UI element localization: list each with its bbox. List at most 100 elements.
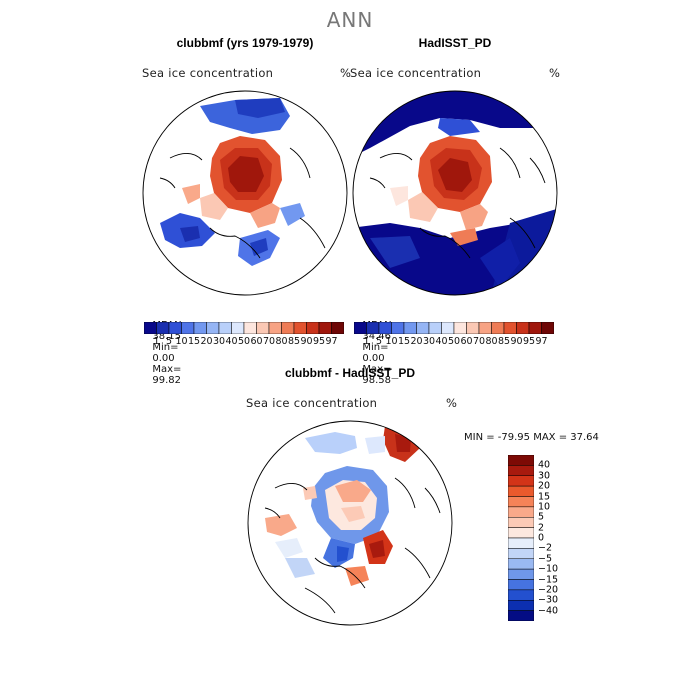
panel-1-colorbar: [144, 322, 344, 334]
panel-1-colorbar-swatch: [206, 322, 220, 334]
panel-2-colorbar-tick: 30: [422, 336, 436, 347]
panel-3-colorbar-swatch: [508, 527, 534, 539]
panel-3-colorbar: [508, 455, 534, 621]
panel-1-colorbar-swatch: [218, 322, 232, 334]
panel-2-colorbar-swatch: [541, 322, 554, 334]
panel-3-colorbar-swatch: [508, 558, 534, 570]
panel-3-colorbar-swatch: [508, 475, 534, 487]
panel-2-colorbar-tick: 15: [397, 336, 411, 347]
panel-2-colorbar-swatch: [453, 322, 467, 334]
panel-2-colorbar-swatch: [528, 322, 542, 334]
panel-2-colorbar-tick: 97: [535, 336, 548, 347]
panel-2-colorbar-tick: 10: [385, 336, 398, 347]
panel-1-colorbar-swatch: [306, 322, 320, 334]
panel-1-mean-value: 38.15: [152, 331, 181, 342]
panel-3-colorbar-swatch: [508, 548, 534, 559]
panel-2-colorbar-ticks: 1 5 10 15 20 30 40 50 60 70 80 85 90 95 97: [354, 336, 554, 350]
panel-1-variable-label: Sea ice concentration: [142, 66, 274, 80]
panel-2-variable-label: Sea ice concentration: [350, 66, 482, 80]
panel-1-colorbar-swatch: [331, 322, 344, 334]
panel-2-colorbar-tick: 60: [460, 336, 473, 347]
panel-3-range-label: MIN = -79.95 MAX = 37.64: [464, 432, 599, 443]
panel-3-colorbar-swatch: [508, 600, 534, 611]
panel-1-colorbar-tick: 20: [200, 336, 213, 347]
panel-3-colorbar-tick: 2: [538, 522, 545, 534]
panel-1-colorbar-tick: 10: [175, 336, 188, 347]
panel-3-colorbar-swatch: [508, 455, 534, 466]
panel-1-colorbar-swatch: [144, 322, 157, 334]
panel-1-colorbar-tick: 90: [300, 336, 313, 347]
panel-1-colorbar-swatch: [293, 322, 307, 334]
panel-2-min-label: Min=: [362, 342, 389, 353]
panel-3-colorbar-tick: 10: [538, 501, 551, 513]
panel-1-max-value: 99.82: [152, 375, 181, 386]
panel-1-colorbar-tick: 30: [212, 336, 226, 347]
panel-2-colorbar-swatch: [478, 322, 492, 334]
panel-3-colorbar-swatch: [508, 465, 534, 476]
panel-2-colorbar-swatch: [366, 322, 380, 334]
panel-3-colorbar-tick: −2: [538, 542, 553, 554]
panel-2-colorbar-swatch: [441, 322, 455, 334]
panel-2-min-value: 0.00: [362, 353, 385, 364]
panel-3-colorbar-tick: −40: [538, 605, 559, 617]
panel-3-colorbar-tick: 40: [538, 459, 551, 471]
panel-3-colorbar-tick: 5: [538, 511, 545, 523]
panel-3-colorbar-swatch: [508, 485, 534, 497]
panel-1-colorbar-swatch: [181, 322, 195, 334]
panel-1-max-label: Max=: [152, 364, 182, 375]
panel-1-colorbar-ticks: 1 5 10 15 20 30 40 50 60 70 80 85 90 95 97: [144, 336, 344, 350]
panel-1-min-label: Min=: [152, 342, 179, 353]
panel-1-colorbar-tick: 15: [187, 336, 201, 347]
panel-1-colorbar-swatch: [231, 322, 245, 334]
panel-3-colorbar-swatch: [508, 579, 534, 591]
panel-3-colorbar-tick: −20: [538, 584, 559, 596]
panel-2-colorbar-swatch: [466, 322, 480, 334]
panel-2-colorbar-swatch: [503, 322, 517, 334]
panel-2-colorbar-swatch: [491, 322, 505, 334]
panel-1-colorbar-swatch: [268, 322, 282, 334]
panel-2-mean-value: 34.46: [362, 331, 391, 342]
main-title: ANN: [326, 8, 374, 32]
panel-2-colorbar-tick: 95: [522, 336, 536, 347]
panel-3-colorbar-tick: −30: [538, 594, 559, 606]
panel-2-colorbar-swatch: [403, 322, 417, 334]
panel-2-colorbar-tick: 85: [497, 336, 511, 347]
panel-1-colorbar-swatch: [193, 322, 207, 334]
panel-3-colorbar-tick: −15: [538, 574, 559, 585]
panel-3-variable-label: Sea ice concentration: [246, 396, 378, 410]
panel-2-colorbar-tick: 50: [447, 336, 461, 347]
panel-3-colorbar-swatch: [508, 496, 534, 508]
panel-2-colorbar-tick: 1: [363, 336, 370, 347]
panel-3-colorbar-swatch: [508, 537, 534, 549]
panel-3-colorbar-tick: 20: [538, 480, 551, 492]
panel-2-colorbar-tick: 40: [435, 336, 448, 347]
panel-1-colorbar-swatch: [256, 322, 270, 334]
panel-3-colorbar-swatch: [508, 506, 534, 518]
panel-3-colorbar-tick: 15: [538, 491, 551, 502]
panel-2-units-label: %: [549, 66, 560, 80]
panel-1-colorbar-tick: 1: [153, 336, 160, 347]
panel-2-colorbar-swatch: [416, 322, 430, 334]
panel-1-colorbar-swatch: [156, 322, 170, 334]
panel-1-colorbar-tick: 80: [275, 336, 288, 347]
panel-2-colorbar-tick: 80: [485, 336, 498, 347]
panel-1-colorbar-tick: 60: [250, 336, 263, 347]
panel-1-title: clubbmf (yrs 1979-1979): [176, 36, 314, 50]
panel-3-colorbar-tick: 0: [538, 532, 545, 544]
panel-3-colorbar-tick: 30: [538, 470, 551, 482]
panel-2-colorbar-swatch: [516, 322, 530, 334]
panel-2-colorbar-tick: 20: [410, 336, 423, 347]
panel-1-units-label: %: [340, 66, 351, 80]
panel-3-units-label: %: [446, 396, 457, 410]
panel-3-colorbar-tick: −5: [538, 553, 553, 565]
panel-2-colorbar: [354, 322, 554, 334]
panel-3-title: clubbmf - HadISST_PD: [284, 366, 415, 380]
panel-1-colorbar-tick: 5: [165, 336, 173, 347]
panel-1-colorbar-swatch: [168, 322, 182, 334]
panel-1-colorbar-tick: 85: [287, 336, 301, 347]
panel-3-colorbar-ticks: 40 30 20 15 10 5 2 0 −2 −5 −10 −15 −20 −30 −40: [538, 455, 578, 621]
panel-2-colorbar-swatch: [354, 322, 367, 334]
panel-2-max-value: 98.58: [362, 375, 391, 386]
panel-2-colorbar-tick: 70: [472, 336, 486, 347]
panel-1-colorbar-tick: 97: [325, 336, 338, 347]
